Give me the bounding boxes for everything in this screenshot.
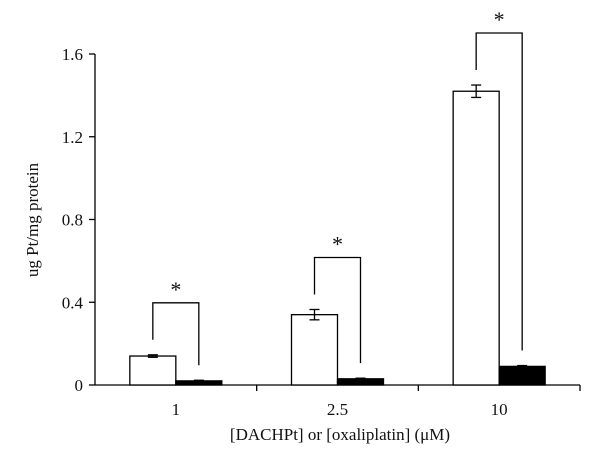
bar-black bbox=[498, 365, 546, 386]
y-tick-label: 0.8 bbox=[62, 211, 83, 230]
bar-white bbox=[290, 314, 339, 386]
y-ticks: 0 0.4 0.8 1.2 1.6 bbox=[62, 45, 95, 395]
x-tick-label: 10 bbox=[491, 400, 508, 419]
y-tick-label: 1.6 bbox=[62, 45, 83, 64]
significance-label: * bbox=[332, 231, 343, 256]
significance-bracket bbox=[152, 302, 200, 366]
y-tick-label: 1.2 bbox=[62, 128, 83, 147]
x-tick-label: 2.5 bbox=[327, 400, 348, 419]
significance-label: * bbox=[494, 7, 505, 32]
y-tick-label: 0.4 bbox=[62, 293, 84, 312]
x-tick-label: 1 bbox=[172, 400, 181, 419]
bars bbox=[129, 90, 546, 386]
significance-label: * bbox=[170, 277, 181, 302]
bar-white bbox=[129, 355, 177, 386]
significance-brackets: * * * bbox=[152, 7, 523, 366]
significance-bracket bbox=[475, 32, 523, 351]
y-tick-label: 0 bbox=[75, 376, 84, 395]
x-axis-title: [DACHPt] or [oxaliplatin] (μM) bbox=[230, 425, 450, 444]
y-axis-title: ug Pt/mg protein bbox=[23, 162, 42, 277]
significance-bracket bbox=[313, 256, 362, 364]
x-ticks: 1 2.5 10 bbox=[172, 385, 581, 419]
bar-white bbox=[452, 90, 500, 386]
error-bars bbox=[147, 84, 528, 383]
